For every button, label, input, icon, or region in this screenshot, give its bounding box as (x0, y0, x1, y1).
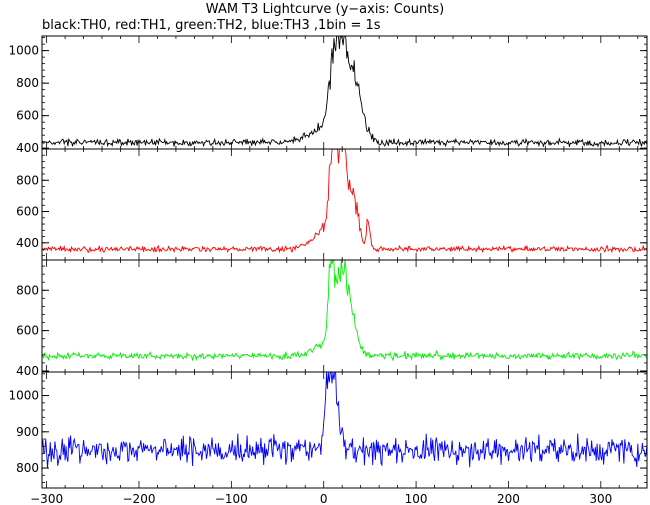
chart-title: WAM T3 Lightcurve (y−axis: Counts) (205, 2, 445, 17)
y-tick-label: 400 (16, 364, 39, 378)
panel-frame-3 (41, 259, 648, 373)
panel-frame-4 (41, 371, 648, 489)
series-line-th3 (41, 371, 648, 469)
series-line-th2 (41, 259, 648, 362)
y-tick-label: 600 (16, 205, 39, 219)
chart-subtitle: black:TH0, red:TH1, green:TH2, blue:TH3 … (42, 18, 381, 33)
x-tick-label: 0 (320, 492, 328, 505)
x-tick-label: 100 (405, 492, 428, 505)
y-tick-label: 800 (16, 76, 39, 90)
y-tick-label: 900 (16, 425, 39, 439)
x-tick-label: 200 (497, 492, 520, 505)
y-tick-label: 800 (16, 173, 39, 187)
x-tick-label: −100 (215, 492, 248, 505)
y-tick-label: 600 (16, 109, 39, 123)
x-tick-label: −300 (30, 492, 63, 505)
series-line-th1 (41, 148, 648, 254)
x-tick-label: −200 (123, 492, 156, 505)
y-tick-label: 800 (16, 461, 39, 475)
panel-frame-1 (41, 35, 648, 150)
series-line-th0 (41, 35, 648, 148)
y-tick-label: 1000 (8, 44, 39, 58)
y-tick-label: 600 (16, 324, 39, 338)
y-tick-label: 1000 (8, 389, 39, 403)
x-tick-label: 300 (589, 492, 612, 505)
y-tick-label: 400 (16, 141, 39, 155)
y-tick-label: 400 (16, 236, 39, 250)
panel-frame-2 (41, 148, 648, 261)
y-tick-label: 800 (16, 283, 39, 297)
